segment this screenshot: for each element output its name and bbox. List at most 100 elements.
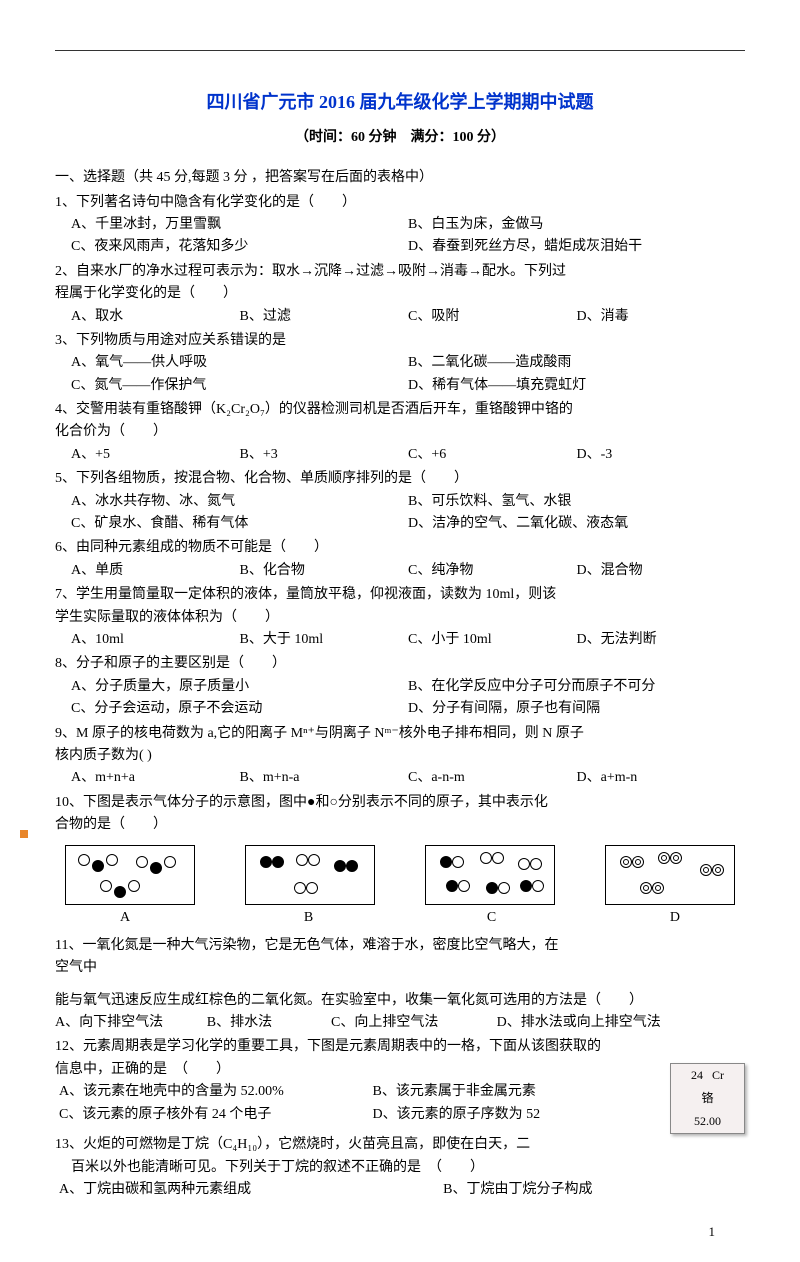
q8-opt-d: D、分子有间隔，原子也有间隔	[408, 698, 745, 720]
q8-opt-c: C、分子会运动，原子不会运动	[71, 698, 408, 720]
element-name: 铬	[671, 1087, 744, 1110]
q10-labels: A B C D	[55, 907, 745, 929]
q12-options: A、该元素在地壳中的含量为 52.00% B、该元素属于非金属元素 C、该元素的…	[59, 1081, 662, 1126]
q4-opt-d: D、-3	[577, 444, 746, 466]
question-4-line1: 4、交警用装有重铬酸钾（K₂Cr₂O₇）的仪器检测司机是否酒后开车，重铬酸钾中铬…	[55, 399, 745, 421]
q2-opt-b: B、过滤	[240, 306, 409, 328]
q12-opt-d: D、该元素的原子序数为 52	[373, 1104, 662, 1126]
question-1: 1、下列著名诗句中隐含有化学变化的是（ ）	[55, 192, 745, 214]
q8-options: A、分子质量大，原子质量小 B、在化学反应中分子可分而原子不可分 C、分子会运动…	[71, 676, 745, 721]
q12-opt-c: C、该元素的原子核外有 24 个电子	[59, 1104, 373, 1126]
q4-opt-a: A、+5	[71, 444, 240, 466]
q6-opt-b: B、化合物	[240, 560, 409, 582]
q7-options: A、10ml B、大于 10ml C、小于 10ml D、无法判断	[71, 629, 745, 651]
question-9-line1: 9、M 原子的核电荷数为 a,它的阳离子 Mⁿ⁺与阴离子 Nᵐ⁻核外电子排布相同…	[55, 723, 745, 745]
q5-opt-c: C、矿泉水、食醋、稀有气体	[71, 513, 408, 535]
q9-opt-d: D、a+m-n	[577, 767, 746, 789]
q1-opt-a: A、千里冰封，万里雪飘	[71, 214, 408, 236]
q4-opt-c: C、+6	[408, 444, 577, 466]
q1-options: A、千里冰封，万里雪飘 B、白玉为床，金做马 C、夜来风雨声，花落知多少 D、春…	[71, 214, 745, 259]
q11-opt-d: D、排水法或向上排空气法	[497, 1012, 745, 1034]
q1-opt-b: B、白玉为床，金做马	[408, 214, 745, 236]
question-11-line3: 能与氧气迅速反应生成红棕色的二氧化氮。在实验室中，收集一氧化氮可选用的方法是（ …	[55, 990, 745, 1012]
question-2-line1: 2、自来水厂的净水过程可表示为：取水→沉降→过滤→吸附→消毒→配水。下列过	[55, 261, 745, 283]
q8-opt-b: B、在化学反应中分子可分而原子不可分	[408, 676, 745, 698]
q11-options: A、向下排空气法 B、排水法 C、向上排空气法 D、排水法或向上排空气法	[55, 1012, 745, 1034]
q3-options: A、氧气——供人呼吸 B、二氧化碳——造成酸雨 C、氮气——作保护气 D、稀有气…	[71, 352, 745, 397]
q1-opt-c: C、夜来风雨声，花落知多少	[71, 236, 408, 258]
section-1-heading: 一、选择题（共 45 分,每题 3 分 ，把答案写在后面的表格中）	[55, 167, 745, 189]
question-4-line2: 化合价为（ ）	[55, 421, 745, 443]
question-7-line2: 学生实际量取的液体体积为（ ）	[55, 607, 745, 629]
question-8: 8、分子和原子的主要区别是（ ）	[55, 653, 745, 675]
q12-opt-a: A、该元素在地壳中的含量为 52.00%	[59, 1081, 373, 1103]
question-13-line1: 13、火炬的可燃物是丁烷（C₄H₁₀），它燃烧时，火苗亮且高，即使在白天，二	[55, 1134, 745, 1156]
q3-opt-d: D、稀有气体——填充霓虹灯	[408, 375, 745, 397]
q13-options: A、丁烷由碳和氢两种元素组成 B、丁烷由丁烷分子构成	[59, 1179, 745, 1201]
q6-opt-c: C、纯净物	[408, 560, 577, 582]
element-number: 24	[691, 1068, 703, 1082]
q9-opt-a: A、m+n+a	[71, 767, 240, 789]
exam-subtitle: （时间：60 分钟 满分：100 分）	[55, 127, 745, 149]
q1-opt-d: D、春蚕到死丝方尽，蜡炬成灰泪始干	[408, 236, 745, 258]
q6-options: A、单质 B、化合物 C、纯净物 D、混合物	[71, 560, 745, 582]
q2-options: A、取水 B、过滤 C、吸附 D、消毒	[71, 306, 745, 328]
question-9-line2: 核内质子数为( )	[55, 745, 745, 767]
element-top: 24 Cr	[671, 1064, 744, 1087]
question-11-line2: 空气中	[55, 957, 745, 979]
q5-options: A、冰水共存物、冰、氮气 B、可乐饮料、氢气、水银 C、矿泉水、食醋、稀有气体 …	[71, 491, 745, 536]
q9-opt-b: B、m+n-a	[240, 767, 409, 789]
q5-opt-b: B、可乐饮料、氢气、水银	[408, 491, 745, 513]
diagram-b	[245, 845, 375, 905]
q7-opt-c: C、小于 10ml	[408, 629, 577, 651]
element-symbol: Cr	[712, 1068, 724, 1082]
question-11-line1: 11、一氧化氮是一种大气污染物，它是无色气体，难溶于水，密度比空气略大，在	[55, 935, 745, 957]
question-3: 3、下列物质与用途对应关系错误的是	[55, 330, 745, 352]
q2-opt-c: C、吸附	[408, 306, 577, 328]
q10-label-b: B	[304, 907, 313, 929]
q13-opt-a: A、丁烷由碳和氢两种元素组成	[59, 1179, 443, 1201]
q2-opt-d: D、消毒	[577, 306, 746, 328]
q2-opt-a: A、取水	[71, 306, 240, 328]
q6-opt-d: D、混合物	[577, 560, 746, 582]
exam-title: 四川省广元市 2016 届九年级化学上学期期中试题	[55, 88, 745, 117]
diagram-a	[65, 845, 195, 905]
q9-opt-c: C、a-n-m	[408, 767, 577, 789]
question-13-line2: 百米以外也能清晰可见。下列关于丁烷的叙述不正确的是 （ ）	[71, 1157, 745, 1179]
q4-options: A、+5 B、+3 C、+6 D、-3	[71, 444, 745, 466]
q6-opt-a: A、单质	[71, 560, 240, 582]
diagram-c	[425, 845, 555, 905]
diagram-d	[605, 845, 735, 905]
q5-opt-d: D、洁净的空气、二氧化碳、液态氧	[408, 513, 745, 535]
q11-opt-a: A、向下排空气法	[55, 1012, 207, 1034]
question-10-line2: 合物的是（ ）	[55, 814, 745, 836]
q10-label-d: D	[670, 907, 680, 929]
q13-opt-b: B、丁烷由丁烷分子构成	[443, 1179, 745, 1201]
q3-opt-b: B、二氧化碳——造成酸雨	[408, 352, 745, 374]
q12-opt-b: B、该元素属于非金属元素	[373, 1081, 662, 1103]
question-12-line2: 信息中，正确的是 （ ）	[55, 1059, 745, 1081]
q7-opt-d: D、无法判断	[577, 629, 746, 651]
q8-opt-a: A、分子质量大，原子质量小	[71, 676, 408, 698]
q3-opt-c: C、氮气——作保护气	[71, 375, 408, 397]
question-12-line1: 12、元素周期表是学习化学的重要工具，下图是元素周期表中的一格，下面从该图获取的	[55, 1036, 745, 1058]
q9-options: A、m+n+a B、m+n-a C、a-n-m D、a+m-n	[71, 767, 745, 789]
periodic-element-card: 24 Cr 铬 52.00	[670, 1063, 745, 1135]
question-10-line1: 10、下图是表示气体分子的示意图，图中●和○分别表示不同的原子，其中表示化	[55, 792, 745, 814]
q7-opt-b: B、大于 10ml	[240, 629, 409, 651]
q4-opt-b: B、+3	[240, 444, 409, 466]
q7-opt-a: A、10ml	[71, 629, 240, 651]
q10-diagrams	[55, 845, 745, 905]
question-6: 6、由同种元素组成的物质不可能是（ ）	[55, 537, 745, 559]
q5-opt-a: A、冰水共存物、冰、氮气	[71, 491, 408, 513]
question-7-line1: 7、学生用量筒量取一定体积的液体，量筒放平稳，仰视液面，读数为 10ml，则该	[55, 584, 745, 606]
q10-label-a: A	[120, 907, 130, 929]
q11-opt-b: B、排水法	[207, 1012, 331, 1034]
element-mass: 52.00	[671, 1110, 744, 1133]
q11-opt-c: C、向上排空气法	[331, 1012, 497, 1034]
question-2-line2: 程属于化学变化的是（ ）	[55, 283, 745, 305]
question-5: 5、下列各组物质，按混合物、化合物、单质顺序排列的是（ ）	[55, 468, 745, 490]
q10-label-c: C	[487, 907, 496, 929]
page-number: 1	[55, 1222, 745, 1243]
orange-marker	[20, 830, 28, 838]
